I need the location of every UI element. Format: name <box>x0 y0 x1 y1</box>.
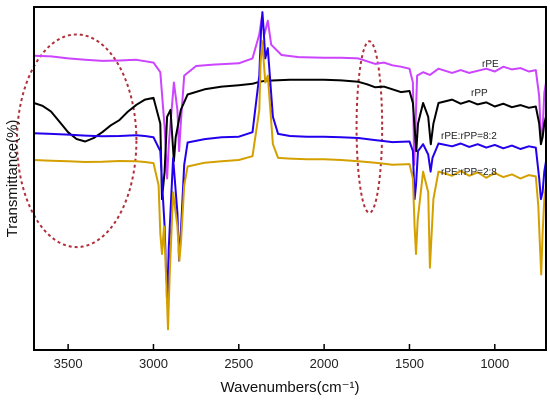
series-layer <box>33 11 547 331</box>
series-label-2: rPP <box>471 88 488 99</box>
x-tick-label: 1500 <box>395 356 424 371</box>
dashed-ellipse-annotation-2 <box>355 40 384 214</box>
series-label-4: rPE:rPP=2:8 <box>441 167 497 178</box>
legend-layer: rPE rPP rPE:rPP=8:2 rPE:rPP=2:8 <box>441 59 499 178</box>
annotations-layer <box>15 33 384 249</box>
series-line-2 <box>33 78 547 201</box>
series-label-3: rPE:rPP=8:2 <box>441 131 497 142</box>
series-label-1: rPE <box>482 59 499 70</box>
plot-frame <box>33 6 547 351</box>
dashed-ellipse-annotation-1 <box>15 33 138 249</box>
series-line-4 <box>33 40 547 331</box>
x-tick-label: 2000 <box>310 356 339 371</box>
y-axis-title: Transmittance(%) <box>4 120 21 238</box>
x-axis-title: Wavenumbers(cm⁻¹) <box>220 379 359 396</box>
x-tick-label: 2500 <box>224 356 253 371</box>
x-axis: 3500 3000 2500 2000 1500 1000 <box>54 344 509 371</box>
x-tick-label: 3500 <box>54 356 83 371</box>
series-line-1 <box>33 16 547 180</box>
x-tick-label: 3000 <box>139 356 168 371</box>
x-tick-label: 1000 <box>480 356 509 371</box>
